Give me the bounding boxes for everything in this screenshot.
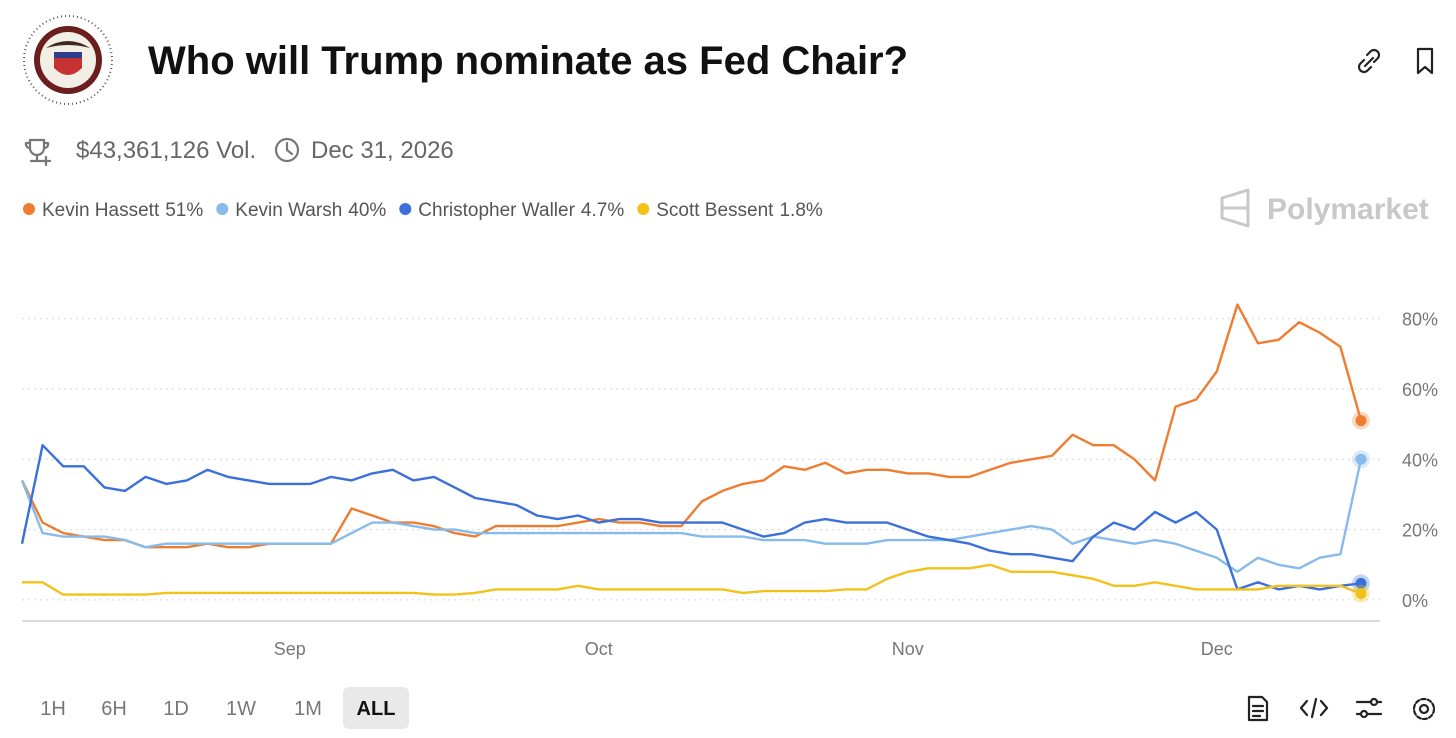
series-line [20, 459, 1363, 573]
selected-background [343, 687, 409, 729]
end-date: Dec 31, 2026 [311, 137, 454, 164]
series-line [22, 563, 1362, 596]
legend-value: 1.8% [779, 200, 822, 221]
embed-button[interactable] [1299, 697, 1329, 719]
clock-icon [274, 137, 300, 163]
settings-sliders-button[interactable] [1355, 697, 1383, 719]
x-tick-label: Dec [1201, 639, 1233, 659]
legend-value: 4.7% [581, 200, 624, 221]
y-tick-label: 60% [1402, 380, 1438, 400]
y-tick-label: 20% [1402, 521, 1438, 541]
time-range-label: 6H [101, 698, 127, 720]
x-tick-label: Oct [585, 639, 613, 659]
gear-button[interactable] [1412, 697, 1436, 721]
y-tick-label: 40% [1402, 450, 1438, 470]
bookmark-button[interactable] [1416, 47, 1434, 75]
chart: 0% 20% 40% 60% 80% Sep Oct Nov Dec [20, 303, 1438, 659]
legend-dot [216, 203, 229, 215]
time-range-bar: 1H 6H 1D 1W 1M ALL [40, 687, 409, 729]
time-range-button[interactable]: 1D [163, 698, 189, 720]
title: Who will Trump nominate as Fed Chair? [148, 39, 908, 83]
legend-dot [637, 203, 650, 215]
legend: Kevin Hassett 51% Kevin Warsh 40% Christophe… [23, 200, 823, 221]
trophy-icon [24, 138, 52, 167]
legend-name: Christopher Waller [418, 200, 575, 221]
y-tick-label: 0% [1402, 591, 1428, 611]
end-dot [1355, 588, 1367, 600]
time-range-label: 1H [40, 698, 66, 720]
time-range-label: 1M [294, 698, 322, 720]
x-tick-label: Sep [274, 639, 306, 659]
time-range-label: 1D [163, 698, 189, 720]
legend-dot [399, 203, 412, 215]
legend-name: Kevin Hassett [42, 200, 160, 221]
legend-value: 51% [165, 200, 203, 221]
document-button[interactable] [1247, 695, 1269, 722]
volume: $43,361,126 Vol. [76, 137, 256, 164]
legend-value: 40% [348, 200, 386, 221]
time-range-button[interactable]: 1W [226, 698, 256, 720]
legend-name: Scott Bessent [656, 200, 774, 221]
time-range-label: 1W [226, 698, 256, 720]
series-line [20, 444, 1362, 591]
time-range-label: ALL [357, 698, 396, 720]
time-range-button[interactable]: 1H [40, 698, 66, 720]
legend-name: Kevin Warsh [235, 200, 342, 221]
y-tick-label: 80% [1402, 310, 1438, 330]
time-range-button[interactable]: ALL [343, 687, 409, 729]
watermark: Polymarket [1220, 188, 1429, 228]
end-dot [1355, 415, 1367, 427]
toolbar [1247, 695, 1436, 722]
legend-dot [23, 203, 35, 215]
link-button[interactable] [1357, 48, 1381, 74]
x-tick-label: Nov [892, 639, 924, 659]
time-range-button[interactable]: 6H [101, 698, 127, 720]
time-range-button[interactable]: 1M [294, 698, 322, 720]
logo [23, 15, 113, 105]
end-dot [1355, 453, 1367, 465]
series-line [20, 303, 1363, 549]
end-dot [1355, 577, 1367, 589]
watermark-text: Polymarket [1267, 193, 1429, 226]
